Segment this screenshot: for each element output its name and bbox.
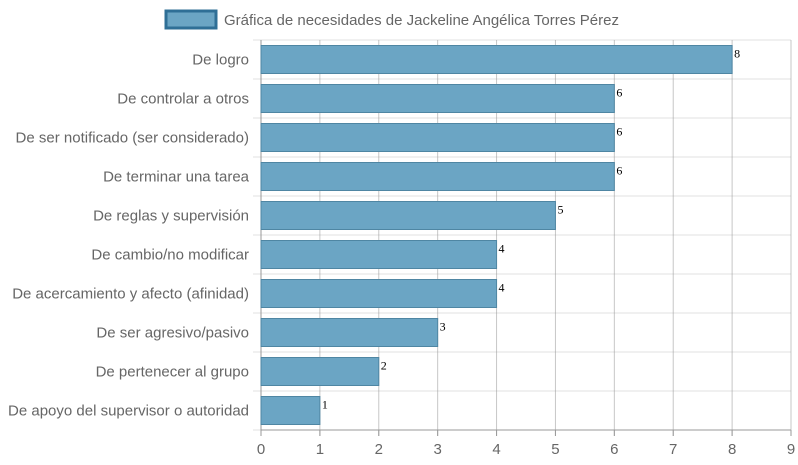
bar bbox=[260, 84, 615, 113]
bar bbox=[260, 201, 556, 230]
bar bbox=[260, 396, 321, 425]
bars-layer bbox=[260, 45, 733, 425]
x-tick-label: 1 bbox=[316, 441, 324, 458]
x-tick-label: 0 bbox=[257, 441, 265, 458]
legend[interactable]: Gráfica de necesidades de Jackeline Angé… bbox=[164, 9, 619, 30]
data-label: 4 bbox=[499, 281, 505, 295]
data-label: 3 bbox=[440, 320, 446, 334]
bar bbox=[260, 357, 380, 386]
legend-label: Gráfica de necesidades de Jackeline Angé… bbox=[224, 12, 619, 29]
category-label: De logro bbox=[192, 52, 249, 69]
x-tick-label: 9 bbox=[787, 441, 795, 458]
data-label: 6 bbox=[616, 86, 622, 100]
legend-swatch bbox=[164, 9, 218, 30]
data-label: 2 bbox=[381, 359, 387, 373]
bar bbox=[260, 279, 498, 308]
category-label: De reglas y supervisión bbox=[93, 208, 249, 225]
x-tick-label: 4 bbox=[492, 441, 500, 458]
category-label: De apoyo del supervisor o autoridad bbox=[8, 403, 249, 420]
x-tick-label: 3 bbox=[433, 441, 441, 458]
x-tick-label: 7 bbox=[669, 441, 677, 458]
data-label: 6 bbox=[616, 125, 622, 139]
category-label: De cambio/no modificar bbox=[91, 247, 249, 264]
bar bbox=[260, 162, 615, 191]
x-tick-label: 6 bbox=[610, 441, 618, 458]
category-label: De controlar a otros bbox=[117, 91, 249, 108]
category-label: De acercamiento y afecto (afinidad) bbox=[12, 286, 249, 303]
category-label: De pertenecer al grupo bbox=[96, 364, 249, 381]
bar bbox=[260, 45, 733, 74]
x-tick-label: 8 bbox=[728, 441, 736, 458]
bar bbox=[260, 240, 498, 269]
bar bbox=[260, 318, 439, 347]
category-label: De terminar una tarea bbox=[103, 169, 250, 186]
data-label: 4 bbox=[499, 242, 505, 256]
category-label: De ser agresivo/pasivo bbox=[96, 325, 249, 342]
data-label: 6 bbox=[616, 164, 622, 178]
data-label: 8 bbox=[734, 47, 740, 61]
x-tick-label: 2 bbox=[375, 441, 383, 458]
x-tick-label: 5 bbox=[551, 441, 559, 458]
data-label: 5 bbox=[557, 203, 563, 217]
bar bbox=[260, 123, 615, 152]
labels-layer: 0 1 2 3 4 5 6 7 8 9 De logro 8 De controlar a otros 6… bbox=[8, 47, 795, 459]
data-label: 1 bbox=[322, 398, 328, 412]
category-label: De ser notificado (ser considerado) bbox=[16, 130, 249, 147]
